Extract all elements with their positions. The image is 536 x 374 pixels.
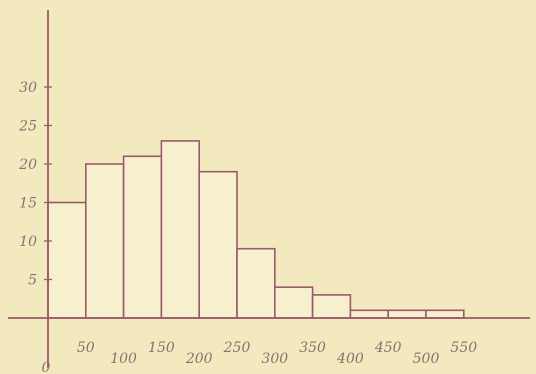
histogram-bar [425,309,465,319]
x-tick-label: 550 [450,340,477,356]
histogram-bar [160,140,200,319]
x-tick-label: 150 [148,340,175,356]
x-ticks-group: 0 50 100 150 200 250 300 350 400 450 500 550 [42,340,478,374]
y-tick-label: 5 [28,273,37,289]
histogram-bar [85,163,125,319]
histogram-bar [311,294,352,319]
x-tick-label: 450 [374,340,402,356]
x-tick-label: 250 [223,340,251,356]
histogram-bar [198,170,238,319]
x-tick-label: 50 [77,340,95,356]
axes-group [8,10,530,368]
x-tick-label: 300 [261,351,288,367]
y-tick-label: 20 [18,157,37,173]
y-tick-label: 30 [19,80,37,96]
x-tick-label: 400 [336,351,364,367]
histogram-bar [273,286,314,319]
y-tick-label: 25 [18,119,37,135]
x-tick-label: 100 [110,351,137,367]
y-tick-label: 10 [19,234,37,250]
histogram-bar [387,309,427,319]
x-tick-label: 0 [42,360,51,374]
x-tick-label: 500 [413,351,440,367]
histogram-bar [236,247,276,319]
histogram-bar [122,155,163,319]
y-ticks-group: 5 10 15 20 25 30 [18,80,52,289]
x-tick-label: 350 [299,340,326,356]
histogram-bar [47,201,87,319]
bars-group [47,140,465,319]
x-tick-label: 200 [185,351,213,367]
histogram-bar [349,309,389,319]
y-tick-label: 15 [19,196,37,212]
